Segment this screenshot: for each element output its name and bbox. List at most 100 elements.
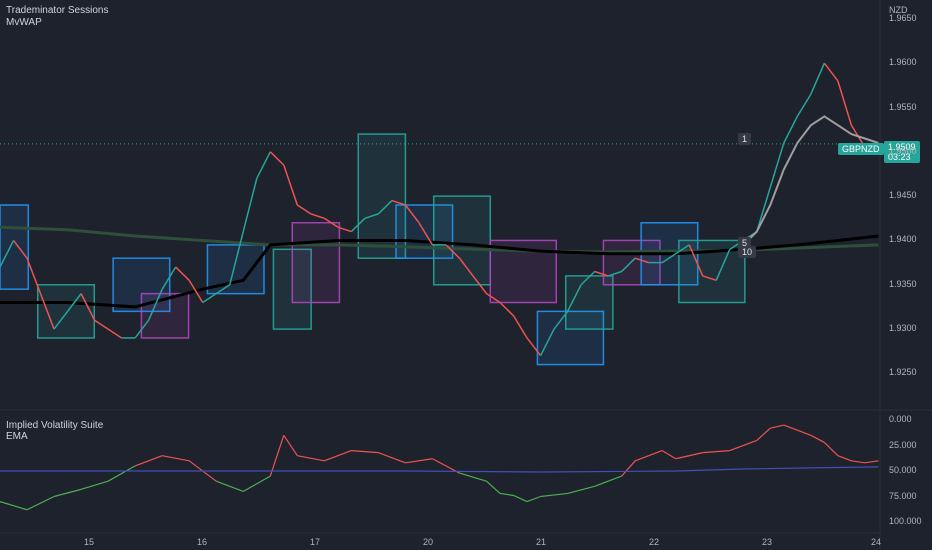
price-segment [39,293,55,330]
session-box-3 [140,292,190,339]
price-segment [675,244,690,255]
iv-segment [621,460,636,477]
price-segment [94,319,109,330]
price-segment [661,253,677,264]
iv-segment [513,494,528,503]
iv-segment [459,472,487,482]
mvwap-1-line [742,115,879,246]
session-box-11 [536,310,605,366]
price-segment [566,284,582,312]
price-axis-tick: 1.9650 [889,12,917,23]
session-box-9 [432,195,492,286]
iv-segment [661,450,677,460]
iv-segment [634,455,649,462]
price-axis-tick: 1.9350 [889,278,917,289]
iv-segment [297,455,325,462]
iv-segment [526,495,541,503]
price-segment [53,310,69,330]
price-segment [837,80,853,126]
iv-axis-tick: 0.000 [889,414,912,424]
iv-segment [269,435,285,477]
price-segment [418,222,434,246]
price-segment [594,270,609,277]
indicator-title-sessions: Trademinator Sessions [6,5,109,16]
time-axis-tick: 15 [84,537,95,547]
session-box-7 [357,133,407,259]
iv-segment [378,452,406,464]
price-segment [499,301,515,317]
price-segment [445,244,461,259]
iv-axis-tick: 25.000 [889,439,917,450]
price-segment [202,293,217,304]
time-axis-tick: 17 [310,537,321,547]
iv-segment [756,427,771,441]
symbol-tag: GBPNZD [838,143,884,155]
price-segment [702,275,717,282]
price-segment [715,249,731,281]
iv-segment [864,460,879,464]
price-segment [215,284,231,295]
mvwap-5-line [0,234,879,309]
indicator-title-ema: EMA [6,431,28,442]
price-segment [783,116,799,144]
price-segment [350,217,366,233]
price-segment [337,226,352,233]
price-segment [688,244,704,277]
iv-axis-tick: 100.000 [889,516,922,526]
iv-segment [729,439,758,452]
price-segment [486,293,501,304]
price-segment [0,240,15,268]
price-axis-tick: 1.9250 [889,367,917,378]
iv-segment [607,475,622,482]
price-segment [26,257,42,294]
price-segment [377,200,393,215]
price-segment [147,288,163,321]
price-segment [607,270,622,277]
iv-segment [134,455,163,467]
price-segment [472,275,488,295]
indicator-title-iv-suite: Implied Volatility Suite [6,420,104,431]
iv-segment [26,495,55,511]
iv-segment [770,424,784,429]
iv-segment [0,501,28,511]
price-axis-tick: 1.9300 [889,323,917,334]
iv-segment [783,424,798,431]
price-tag: 1.9509 03:23 [884,141,920,163]
price-segment [756,187,772,232]
iv-segment [432,458,460,474]
iv-segment [797,429,812,436]
iv-segment [851,460,866,464]
price-segment [391,199,406,206]
time-axis-tick: 16 [197,537,208,547]
price-segment [80,293,96,321]
price-segment [161,266,177,290]
iv-segment [107,465,136,482]
price-segment [134,319,150,339]
price-segment [242,178,258,232]
iv-segment [702,450,730,454]
iv-segment [324,450,352,462]
price-segment [269,151,285,166]
iv-segment [823,442,839,457]
price-segment [310,213,325,220]
price-segment [458,257,474,277]
iv-segment [648,450,663,457]
price-segment [229,231,244,285]
time-axis-tick: 20 [423,537,434,547]
time-axis-tick: 22 [649,537,660,547]
price-segment [512,315,528,339]
price-segment [256,151,271,179]
price-segment [12,239,28,259]
price-axis-tick: 1.9450 [889,190,917,201]
price-axis-tick: 1.9550 [889,101,917,112]
price-segment [539,328,555,357]
iv-segment [53,488,82,498]
session-box-0 [0,204,30,290]
iv-segment [242,475,271,492]
indicator-title-mvwap: MvWAP [6,17,42,28]
iv-segment [540,492,568,498]
price-segment [175,266,190,281]
session-box-1 [36,284,96,339]
price-segment [364,213,379,220]
